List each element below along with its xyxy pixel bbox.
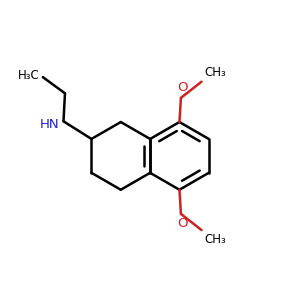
Text: O: O — [177, 218, 188, 230]
Text: CH₃: CH₃ — [205, 66, 226, 79]
Text: O: O — [177, 81, 188, 94]
Text: CH₃: CH₃ — [205, 233, 226, 246]
Text: HN: HN — [40, 118, 59, 131]
Text: H₃C: H₃C — [18, 69, 40, 82]
